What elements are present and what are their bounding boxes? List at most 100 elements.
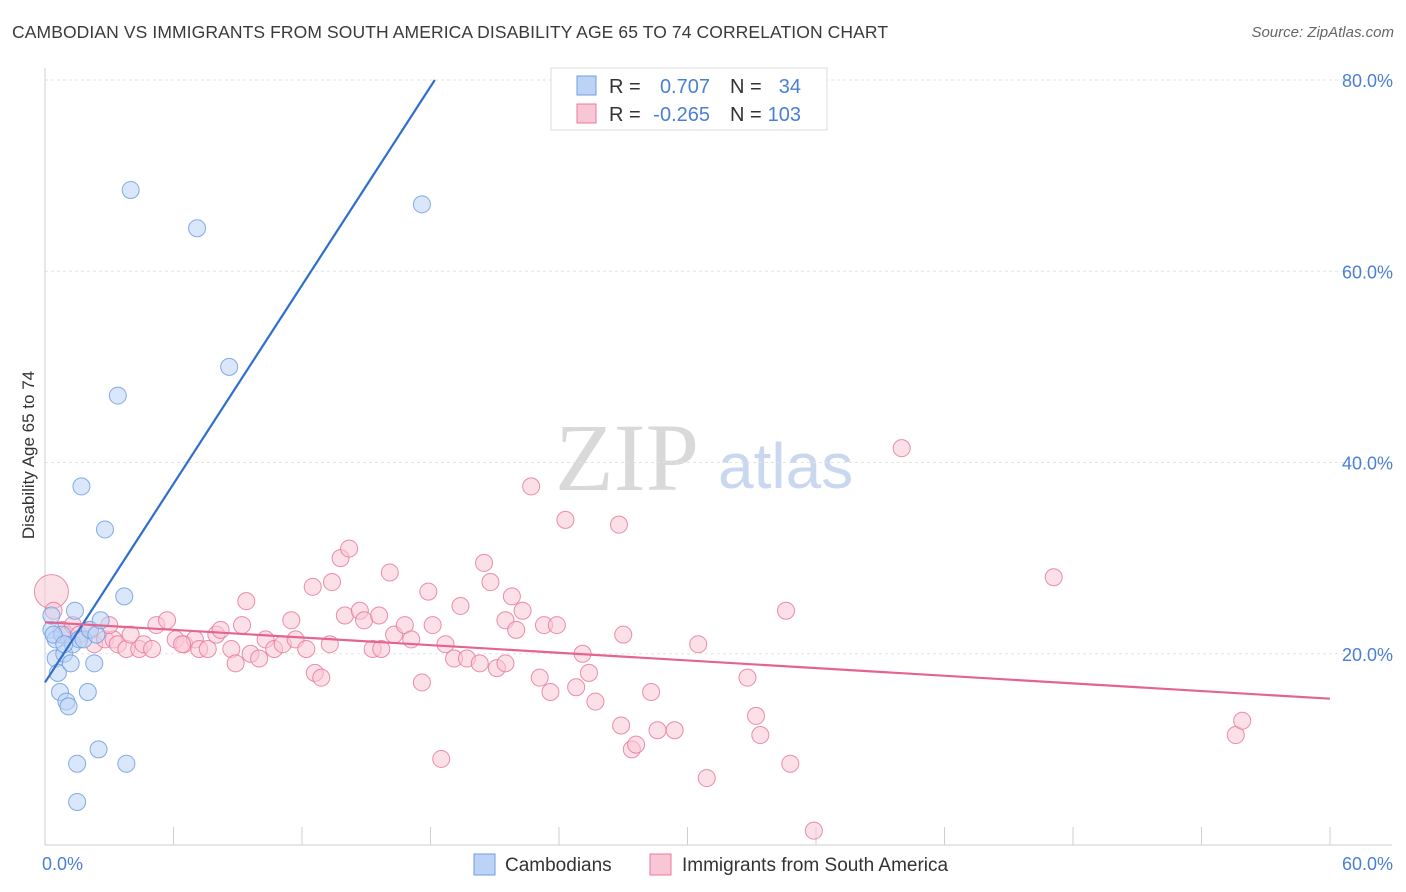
data-point [59,697,78,716]
data-point [507,620,526,639]
data-point [419,582,438,601]
data-point [220,357,239,376]
data-point [68,754,87,773]
data-point [436,635,455,654]
data-point [250,649,269,668]
data-point [68,792,87,811]
trend-line-immigrants [44,621,1331,700]
source-label: Source: ZipAtlas.com [1251,24,1394,41]
data-point [747,706,766,725]
data-point [475,553,494,572]
data-point [1044,568,1063,587]
data-point [689,635,708,654]
x-tick-label: 60.0% [1342,854,1393,874]
legend-n-value-2: 103 [768,104,801,126]
data-point [648,721,667,740]
data-point [502,587,521,606]
data-point [1233,711,1252,730]
data-point [158,611,177,630]
data-point [297,639,316,658]
data-point [233,616,252,635]
data-point [226,654,245,673]
bottom-legend-label-cambodians: Cambodians [505,855,612,876]
data-point [42,606,61,625]
stats-legend: R = 0.707 N = 34 R = -0.265 N = 103 [550,67,828,131]
bottom-legend-swatch-cambodians [473,853,496,876]
data-point [612,716,631,735]
bottom-legend-label-immigrants: Immigrants from South America [682,855,949,876]
y-axis-title: Disability Age 65 to 74 [19,371,38,539]
legend-r-value-1: 0.707 [660,76,710,98]
data-point [173,635,192,654]
series-immigrants-points [33,439,1252,840]
trend-line-cambodians [44,79,436,684]
data-point [282,611,301,630]
data-point [95,520,114,539]
data-point [198,639,217,658]
data-point [665,721,684,740]
legend-n-value-1: 34 [779,76,801,98]
data-point [579,663,598,682]
data-point [340,539,359,558]
data-point [322,573,341,592]
data-point [522,477,541,496]
data-point [78,683,97,701]
data-point [380,563,399,582]
x-tick-labels: 0.0% 60.0% [42,854,1393,874]
data-point [513,601,532,620]
data-point [85,654,104,673]
trend-lines [44,79,1331,700]
data-point [751,726,770,745]
watermark-atlas: atlas [718,430,853,502]
y-tick-label: 60.0% [1342,262,1393,282]
legend-r-value-2: -0.265 [653,104,710,126]
data-point [72,477,91,496]
data-point [567,678,586,697]
data-point [237,592,256,611]
y-tick-label: 40.0% [1342,454,1393,474]
legend-r-label-2: R = [609,104,641,126]
data-point [609,515,628,534]
data-point [143,639,162,658]
data-point [642,683,661,701]
data-point [470,654,489,673]
data-point [312,668,331,687]
y-tick-label: 80.0% [1342,71,1393,91]
data-point [530,668,549,687]
data-point [586,692,605,711]
data-point [496,654,515,673]
y-tick-labels: 20.0% 40.0% 60.0% 80.0% [1342,71,1393,665]
legend-n-label-2: N = [730,104,762,126]
legend-swatch-immigrants [576,103,597,124]
data-point [211,620,230,639]
data-point [781,754,800,773]
data-point [65,601,84,620]
data-point [738,668,757,687]
y-tick-label: 20.0% [1342,645,1393,665]
legend-r-label-1: R = [609,76,641,98]
data-point [89,740,108,759]
data-point [556,510,575,529]
data-point [335,606,354,625]
data-point [412,195,431,214]
bottom-legend: Cambodians Immigrants from South America [473,853,949,876]
data-point [115,587,134,606]
data-point [355,611,374,630]
data-point [547,616,566,635]
watermark-zip: ZIP [555,404,699,511]
gridlines [45,79,1392,655]
data-point [121,180,140,199]
data-point [188,219,207,238]
data-point [61,654,80,673]
series-cambodians-points [42,180,431,811]
data-point [303,577,322,596]
data-point [627,735,646,754]
data-point [614,625,633,644]
data-point [451,596,470,615]
data-point [423,616,442,635]
data-point [804,821,823,840]
data-point [412,673,431,692]
data-point [481,573,500,592]
data-point [892,439,911,458]
